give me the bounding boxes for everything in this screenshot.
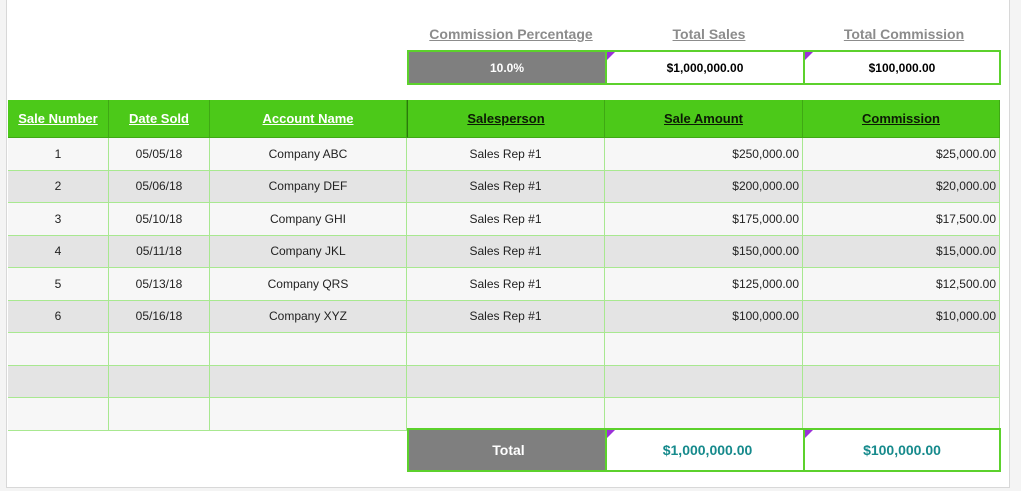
spreadsheet-page: Commission Percentage Total Sales Total … [6, 0, 1010, 488]
cell-sale-amount[interactable]: $200,000.00 [605, 170, 803, 203]
cell-date-sold[interactable] [109, 333, 210, 366]
cell-salesperson[interactable]: Sales Rep #1 [407, 170, 605, 203]
cell-sale-amount[interactable] [605, 398, 803, 431]
cell-salesperson[interactable]: Sales Rep #1 [407, 138, 605, 171]
column-header-account-name[interactable]: Account Name [210, 100, 407, 138]
cell-sale-number[interactable]: 1 [8, 138, 109, 171]
total-sales-cell[interactable]: $1,000,000.00 [605, 50, 805, 85]
table-row: 6 05/16/18 Company XYZ Sales Rep #1 $100,000… [8, 300, 1000, 333]
total-sales-header: Total Sales [672, 26, 746, 42]
comment-marker-icon [607, 52, 615, 60]
column-header-sale-number[interactable]: Sale Number [8, 100, 109, 138]
cell-account-name[interactable] [210, 365, 407, 398]
cell-commission[interactable]: $25,000.00 [803, 138, 1000, 171]
comment-marker-icon [805, 430, 813, 438]
cell-salesperson[interactable] [407, 365, 605, 398]
cell-salesperson[interactable]: Sales Rep #1 [407, 203, 605, 236]
cell-sale-amount[interactable]: $150,000.00 [605, 235, 803, 268]
cell-commission[interactable] [803, 333, 1000, 366]
column-header-date-sold[interactable]: Date Sold [109, 100, 210, 138]
cell-sale-number[interactable]: 4 [8, 235, 109, 268]
commission-percentage-header: Commission Percentage [429, 26, 593, 42]
total-label-cell[interactable]: Total [407, 428, 610, 472]
table-row [8, 333, 1000, 366]
cell-account-name[interactable]: Company ABC [210, 138, 407, 171]
cell-account-name[interactable] [210, 333, 407, 366]
cell-sale-number[interactable] [8, 398, 109, 431]
cell-sale-number[interactable]: 5 [8, 268, 109, 301]
cell-date-sold[interactable]: 05/11/18 [109, 235, 210, 268]
commission-percentage-value: 10.0% [489, 60, 525, 75]
table-row [8, 398, 1000, 431]
cell-commission[interactable] [803, 398, 1000, 431]
commission-percentage-cell[interactable]: 10.0% [407, 50, 607, 85]
table-row: 5 05/13/18 Company QRS Sales Rep #1 $125,000… [8, 268, 1000, 301]
cell-commission[interactable]: $20,000.00 [803, 170, 1000, 203]
column-header-salesperson[interactable]: Salesperson [407, 100, 605, 138]
cell-date-sold[interactable]: 05/13/18 [109, 268, 210, 301]
cell-date-sold[interactable]: 05/06/18 [109, 170, 210, 203]
cell-sale-amount[interactable]: $175,000.00 [605, 203, 803, 236]
cell-sale-number[interactable] [8, 365, 109, 398]
cell-sale-amount[interactable]: $100,000.00 [605, 300, 803, 333]
cell-salesperson[interactable]: Sales Rep #1 [407, 300, 605, 333]
table-row: 3 05/10/18 Company GHI Sales Rep #1 $175,000… [8, 203, 1000, 236]
cell-sale-amount[interactable] [605, 365, 803, 398]
cell-account-name[interactable]: Company JKL [210, 235, 407, 268]
total-commission-footer-value: $100,000.00 [863, 442, 941, 458]
cell-commission[interactable] [803, 365, 1000, 398]
cell-account-name[interactable]: Company QRS [210, 268, 407, 301]
column-header-commission[interactable]: Commission [803, 100, 1000, 138]
cell-sale-number[interactable] [8, 333, 109, 366]
cell-sale-number[interactable]: 2 [8, 170, 109, 203]
cell-commission[interactable]: $12,500.00 [803, 268, 1000, 301]
table-row: 2 05/06/18 Company DEF Sales Rep #1 $200,000… [8, 170, 1000, 203]
comment-marker-icon [805, 52, 813, 60]
cell-commission[interactable]: $15,000.00 [803, 235, 1000, 268]
total-commission-header: Total Commission [843, 26, 965, 42]
total-commission-cell[interactable]: $100,000.00 [803, 50, 1001, 85]
cell-salesperson[interactable]: Sales Rep #1 [407, 268, 605, 301]
cell-salesperson[interactable] [407, 333, 605, 366]
total-sale-amount-cell[interactable]: $1,000,000.00 [605, 428, 810, 472]
table-header-row: Sale Number Date Sold Account Name Sales… [8, 100, 1000, 138]
table-row: 1 05/05/18 Company ABC Sales Rep #1 $250,000… [8, 138, 1000, 171]
table-row: 4 05/11/18 Company JKL Sales Rep #1 $150,000… [8, 235, 1000, 268]
cell-account-name[interactable] [210, 398, 407, 431]
cell-account-name[interactable]: Company GHI [210, 203, 407, 236]
column-header-sale-amount[interactable]: Sale Amount [605, 100, 803, 138]
total-sale-amount-value: $1,000,000.00 [662, 442, 753, 458]
comment-marker-icon [607, 430, 615, 438]
total-commission-footer-cell[interactable]: $100,000.00 [803, 428, 1001, 472]
cell-sale-amount[interactable] [605, 333, 803, 366]
cell-account-name[interactable]: Company XYZ [210, 300, 407, 333]
cell-sale-amount[interactable]: $250,000.00 [605, 138, 803, 171]
cell-commission[interactable]: $10,000.00 [803, 300, 1000, 333]
cell-date-sold[interactable] [109, 365, 210, 398]
total-commission-value: $100,000.00 [868, 60, 936, 75]
cell-sale-number[interactable]: 6 [8, 300, 109, 333]
table-row [8, 365, 1000, 398]
total-label: Total [492, 442, 525, 458]
cell-account-name[interactable]: Company DEF [210, 170, 407, 203]
cell-salesperson[interactable] [407, 398, 605, 431]
cell-sale-number[interactable]: 3 [8, 203, 109, 236]
cell-salesperson[interactable]: Sales Rep #1 [407, 235, 605, 268]
cell-date-sold[interactable]: 05/16/18 [109, 300, 210, 333]
cell-commission[interactable]: $17,500.00 [803, 203, 1000, 236]
total-sales-value: $1,000,000.00 [666, 60, 744, 75]
cell-date-sold[interactable]: 05/05/18 [109, 138, 210, 171]
cell-sale-amount[interactable]: $125,000.00 [605, 268, 803, 301]
cell-date-sold[interactable] [109, 398, 210, 431]
cell-date-sold[interactable]: 05/10/18 [109, 203, 210, 236]
